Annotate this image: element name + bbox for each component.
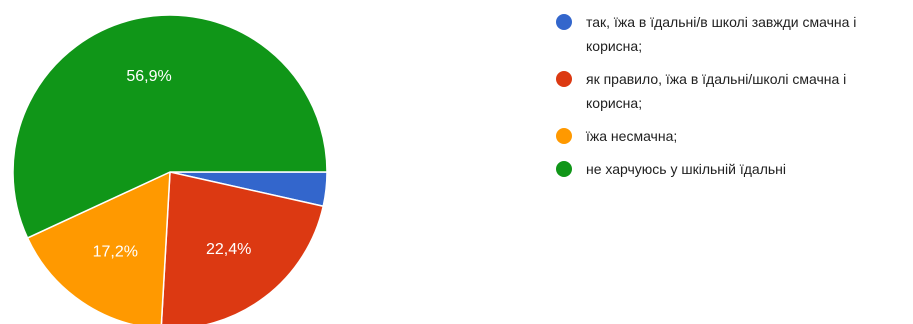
pie-slice-2[interactable] (26, 170, 171, 324)
legend-item-usually-tasty[interactable]: як правило, їжа в їдальні/школі смачна і… (556, 67, 906, 115)
pie-data-labels: 22,4% 17,2% 56,9% (93, 68, 252, 261)
legend-label-not-tasty: їжа несмачна; (586, 128, 678, 144)
pie-slice-1[interactable] (160, 171, 325, 324)
legend-marker-not-eating (556, 161, 572, 177)
legend-marker-not-tasty (556, 128, 572, 144)
chart-legend: так, їжа в їдальні/в школі завжди смачна… (556, 10, 906, 190)
pie-data-label-2: 17,2% (93, 244, 138, 261)
legend-marker-usually-tasty (556, 71, 572, 87)
legend-marker-always-tasty (556, 14, 572, 30)
legend-item-not-eating[interactable]: не харчуюсь у шкільній їдальні (556, 157, 906, 181)
legend-label-usually-tasty: як правило, їжа в їдальні/школі смачна і… (586, 71, 847, 111)
legend-item-always-tasty[interactable]: так, їжа в їдальні/в школі завжди смачна… (556, 10, 906, 58)
legend-label-not-eating: не харчуюсь у шкільній їдальні (586, 161, 787, 177)
pie-slices (12, 14, 328, 324)
pie-data-label-3: 56,9% (126, 68, 171, 85)
pie-data-label-1: 22,4% (206, 241, 251, 258)
legend-label-always-tasty: так, їжа в їдальні/в школі завжди смачна… (586, 14, 857, 54)
legend-item-not-tasty[interactable]: їжа несмачна; (556, 124, 906, 148)
pie-slice-3[interactable] (12, 14, 328, 239)
